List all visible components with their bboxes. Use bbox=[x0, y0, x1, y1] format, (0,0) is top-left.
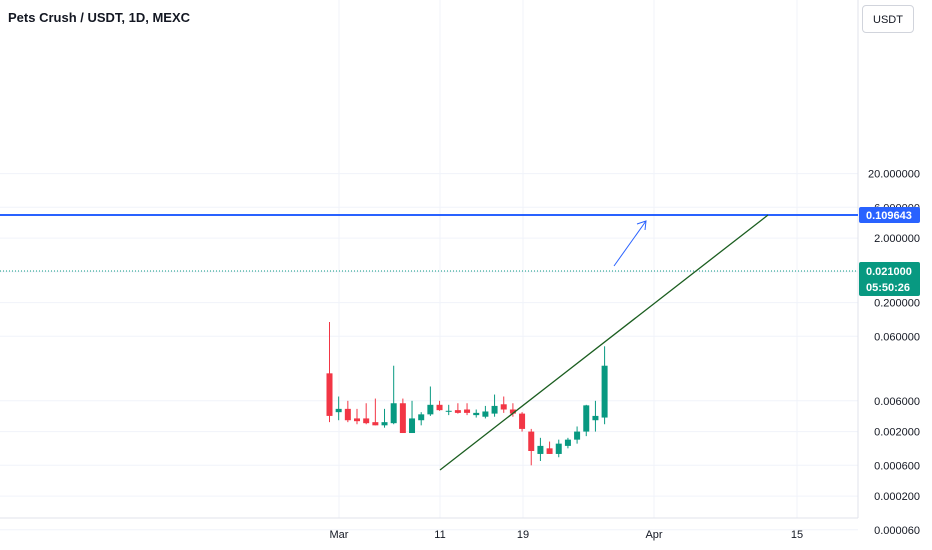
candle bbox=[427, 386, 434, 416]
candle bbox=[537, 437, 544, 461]
candle bbox=[354, 408, 361, 425]
candle bbox=[335, 396, 342, 421]
chart-title: Pets Crush / USDT, 1D, MEXC bbox=[8, 10, 191, 25]
candle-body bbox=[372, 422, 379, 426]
candle-body bbox=[500, 404, 507, 410]
y-tick-label: 0.002000 bbox=[874, 427, 920, 439]
current-price-badge: 0.021000 05:50:26 bbox=[859, 262, 920, 296]
candle-body bbox=[583, 405, 590, 432]
candle-body bbox=[464, 409, 471, 413]
price-axis-labels: 20.0000006.0000002.0000000.6000000.20000… bbox=[868, 169, 920, 537]
chart-grid bbox=[0, 0, 858, 531]
candle-body bbox=[574, 431, 581, 440]
candle bbox=[344, 400, 351, 423]
x-tick-label: 19 bbox=[517, 529, 529, 541]
candle-body bbox=[445, 410, 452, 412]
candle bbox=[482, 405, 489, 419]
candle-body bbox=[427, 404, 434, 415]
y-tick-label: 0.200000 bbox=[874, 298, 920, 310]
candle-body bbox=[363, 418, 370, 424]
candle-body bbox=[509, 409, 516, 414]
candle-body bbox=[381, 422, 388, 426]
ascending-trendline[interactable] bbox=[439, 214, 769, 471]
candle-body bbox=[491, 405, 498, 414]
time-axis-labels: Mar 11 19 Apr 15 bbox=[330, 529, 804, 541]
candle bbox=[528, 428, 535, 466]
x-tick-label: Mar bbox=[330, 529, 349, 541]
candle bbox=[519, 412, 526, 432]
candle-body bbox=[519, 413, 526, 429]
candle-body bbox=[409, 418, 416, 434]
candle-body bbox=[418, 414, 425, 421]
candle-body bbox=[399, 403, 406, 434]
candle bbox=[601, 346, 608, 425]
candle-body bbox=[592, 415, 599, 421]
candle-body bbox=[482, 411, 489, 417]
candle-body bbox=[454, 410, 461, 413]
projection-arrow[interactable] bbox=[613, 220, 647, 267]
candle bbox=[372, 398, 379, 426]
candle-body bbox=[564, 439, 571, 446]
y-tick-label: 0.006000 bbox=[874, 396, 920, 408]
resistance-price-badge: 0.109643 bbox=[859, 207, 920, 223]
candle bbox=[564, 437, 571, 449]
y-tick-label: 0.000600 bbox=[874, 460, 920, 472]
candle-body bbox=[546, 448, 553, 454]
x-tick-label: 15 bbox=[791, 529, 803, 541]
candle-body bbox=[344, 408, 351, 421]
y-tick-label: 0.000200 bbox=[874, 491, 920, 503]
candle-body bbox=[436, 404, 443, 411]
candle bbox=[409, 400, 416, 434]
candle bbox=[583, 404, 590, 437]
candle bbox=[500, 396, 507, 413]
candle bbox=[574, 426, 581, 444]
candle bbox=[399, 398, 406, 434]
candle-body bbox=[390, 403, 397, 424]
candle bbox=[546, 441, 553, 454]
candle bbox=[464, 403, 471, 416]
candle bbox=[509, 403, 516, 417]
candle-body bbox=[528, 431, 535, 451]
y-tick-label: 20.000000 bbox=[868, 169, 920, 181]
candle-body bbox=[601, 365, 608, 418]
candle-body bbox=[537, 445, 544, 454]
currency-button[interactable]: USDT bbox=[862, 5, 914, 33]
candle bbox=[491, 394, 498, 417]
candle bbox=[363, 403, 370, 425]
candle bbox=[445, 404, 452, 416]
candle-body bbox=[354, 418, 361, 422]
candle-body bbox=[555, 443, 562, 454]
candle-body bbox=[335, 408, 342, 413]
candle bbox=[326, 322, 333, 423]
countdown-label: 05:50:26 bbox=[866, 282, 910, 294]
candle bbox=[436, 400, 443, 411]
candle bbox=[390, 365, 397, 425]
candlestick-series bbox=[326, 322, 608, 466]
candle bbox=[592, 400, 599, 432]
candle bbox=[454, 403, 461, 414]
candle bbox=[473, 409, 480, 418]
x-tick-label: Apr bbox=[645, 529, 662, 541]
x-tick-label: 11 bbox=[434, 529, 445, 541]
candle bbox=[381, 408, 388, 428]
y-tick-label: 0.000060 bbox=[874, 525, 920, 537]
resistance-price-label: 0.109643 bbox=[866, 210, 912, 222]
y-tick-label: 0.060000 bbox=[874, 331, 920, 343]
candle bbox=[418, 412, 425, 426]
candle bbox=[555, 439, 562, 458]
y-tick-label: 2.000000 bbox=[874, 233, 920, 245]
candle-body bbox=[326, 373, 333, 416]
candle-body bbox=[473, 412, 480, 416]
current-price-label: 0.021000 bbox=[866, 266, 912, 278]
